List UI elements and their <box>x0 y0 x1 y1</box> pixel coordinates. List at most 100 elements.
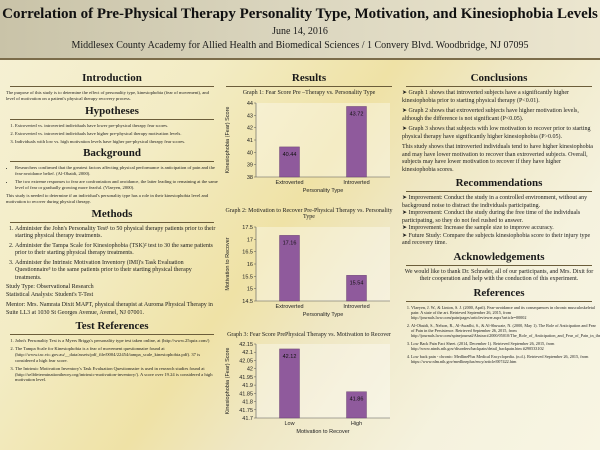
conclusion-summary: This study shows that introverted indivi… <box>402 144 593 173</box>
chart-1-title: Graph 1: Fear Score Pre –Therapy vs. Per… <box>242 90 376 96</box>
methods-section: Methods Administer the John's Personalit… <box>6 208 218 318</box>
y-tick-label: 42.05 <box>239 359 253 365</box>
recommendations-heading: Recommendations <box>455 177 543 189</box>
y-tick-label: 41.8 <box>242 400 253 406</box>
hypotheses-section: Hypotheses Extroverted vs. introverted i… <box>6 105 218 145</box>
hypothesis-item: Extroverted vs. introverted individuals … <box>15 131 218 137</box>
plot-area <box>256 226 390 301</box>
background-item: Researchers confirmed that the greatest … <box>15 165 218 177</box>
data-label: 17.16 <box>283 240 297 246</box>
divider <box>10 118 214 120</box>
x-tick-label: Extroverted <box>275 180 303 186</box>
introduction-section: Introduction The purpose of this study i… <box>6 72 218 102</box>
data-label: 41.86 <box>350 397 364 403</box>
acknowledgements-section: Acknowledgements We would like to thank … <box>402 251 596 284</box>
x-tick-label: Low <box>284 421 294 427</box>
test-reference-item: John's Personality Test is a Myers Brigg… <box>15 338 218 344</box>
y-tick-label: 42 <box>247 367 253 373</box>
reference-item: Vlaeyen, J. W., & Linton, S. J. (2000, A… <box>411 305 596 321</box>
y-tick-label: 16.5 <box>242 249 253 255</box>
bar <box>279 146 300 177</box>
test-reference-item: The Tampa Scale for Kinesiophobia is a f… <box>15 346 218 364</box>
left-column: Introduction The purpose of this study i… <box>6 70 218 386</box>
conclusion-item: ➤ Graph 2 shows that extroverted subject… <box>402 108 579 122</box>
conclusions-heading: Conclusions <box>470 72 528 84</box>
divider <box>406 86 592 87</box>
background-closing: This study is needed to determine if an … <box>6 192 209 204</box>
y-axis-label: Kinesiophobia (Fear) Score <box>225 106 231 173</box>
y-tick-label: 40 <box>247 150 253 156</box>
y-tick-label: 41.7 <box>242 416 253 422</box>
hypothesis-item: Extroverted vs. introverted individuals … <box>15 123 218 129</box>
conclusions-section: Conclusions ➤ Graph 1 shows that introve… <box>402 72 596 174</box>
x-axis-label: Personality Type <box>303 188 344 194</box>
chart-2: 14.5 15 15.5 16 16.5 17 17.5 17.16 Extroverted 15… <box>225 225 390 318</box>
y-tick-label: 41.85 <box>239 392 253 398</box>
recommendation-item: ➤ Improvement: Conduct the study during … <box>402 210 581 224</box>
divider <box>10 334 214 336</box>
conclusion-item: ➤ Graph 3 shows that subjects with low m… <box>402 126 591 140</box>
y-tick-label: 42 <box>247 125 253 131</box>
y-axis-label: Kinesiophobia (Fear) Score <box>225 348 231 415</box>
y-tick-label: 15.5 <box>242 274 253 280</box>
hypothesis-item: Individuals with low vs. high motivation… <box>15 139 218 145</box>
divider <box>226 86 392 87</box>
conclusion-item: ➤ Graph 1 shows that introverted subject… <box>402 90 569 104</box>
bar <box>346 391 367 419</box>
bar <box>279 349 300 419</box>
acknowledgements-heading: Acknowledgements <box>453 250 545 263</box>
mentor-text: Mentor: Mrs. Namrata Dixit MAPT, physica… <box>6 302 213 316</box>
background-item: The two extreme responses to fear are co… <box>15 179 218 191</box>
reference-item: Al-Obaidi, S., Nelson, R., Al-Awadhi, S.… <box>411 323 600 339</box>
x-tick-label: Introverted <box>343 180 369 186</box>
y-axis-label: Motivation to Recover <box>225 237 231 290</box>
test-references-section: Test References John's Personality Test … <box>6 320 218 383</box>
test-references-heading: Test References <box>75 320 149 333</box>
data-label: 42.12 <box>283 354 297 360</box>
y-tick-label: 16 <box>247 262 253 268</box>
divider <box>406 191 592 192</box>
background-heading: Background <box>83 147 141 160</box>
y-tick-label: 17.5 <box>242 225 253 231</box>
results-heading: Results <box>291 72 327 84</box>
x-tick-label: High <box>351 421 362 427</box>
x-tick-label: Introverted <box>343 304 369 310</box>
acknowledgements-text: We would like to thank Dr. Schrader, all… <box>404 268 594 283</box>
introduction-text: The purpose of this study is to determin… <box>6 90 209 101</box>
method-item: Administer the Tampa Scale for Kinesioph… <box>15 243 218 258</box>
plot-area <box>256 102 390 177</box>
plot-area <box>256 344 390 419</box>
x-axis-label: Motivation to Recover <box>296 429 349 435</box>
y-tick-label: 44 <box>247 101 253 107</box>
y-tick-label: 17 <box>247 237 253 243</box>
divider <box>406 300 592 302</box>
divider <box>10 221 214 223</box>
y-tick-label: 41.75 <box>239 408 253 414</box>
bar <box>346 274 367 301</box>
chart-3: 41.7 41.75 41.8 41.85 41.9 41.95 42 42.05 42.1 42… <box>225 342 390 435</box>
chart-2-title: Graph 2: Motivation to Recover Pre-Physi… <box>225 207 393 221</box>
y-tick-label: 41.9 <box>242 383 253 389</box>
chart-1: 38 39 40 41 42 43 44 40.44 Extroverted 43.72 Intro… <box>225 101 390 194</box>
divider <box>10 86 214 87</box>
poster-title: Correlation of Pre-Physical Therapy Pers… <box>2 6 598 22</box>
methods-heading: Methods <box>91 207 133 220</box>
method-item: Administer the Intrinsic Motivation Inve… <box>15 260 218 283</box>
background-section: Background Researchers confirmed that th… <box>6 147 218 204</box>
reference-item: Low back pain - chronic: MedlinePlus Med… <box>411 354 596 365</box>
recommendation-item: ➤ Improvement: Increase the sample size … <box>402 225 554 231</box>
data-label: 15.54 <box>350 280 364 286</box>
middle-column: Results Graph 1: Fear Score Pre –Therapy… <box>222 70 396 445</box>
recommendations-section: Recommendations ➤ Improvement: Conduct t… <box>402 177 596 248</box>
divider <box>10 161 214 163</box>
y-tick-label: 42.15 <box>239 342 253 348</box>
references-section: References Vlaeyen, J. W., & Linton, S. … <box>402 287 600 365</box>
poster-date: June 14, 2016 <box>272 26 328 37</box>
recommendation-item: ➤ Future Study: Compare the subjects kin… <box>402 232 591 247</box>
y-tick-label: 39 <box>247 162 253 168</box>
y-tick-label: 43 <box>247 113 253 119</box>
bar <box>279 234 300 301</box>
test-reference-item: The Intrinsic Motivation Inventory's Tas… <box>15 366 218 384</box>
y-tick-label: 42.1 <box>242 351 253 357</box>
study-type: Study Type: Observational Research <box>6 284 94 291</box>
